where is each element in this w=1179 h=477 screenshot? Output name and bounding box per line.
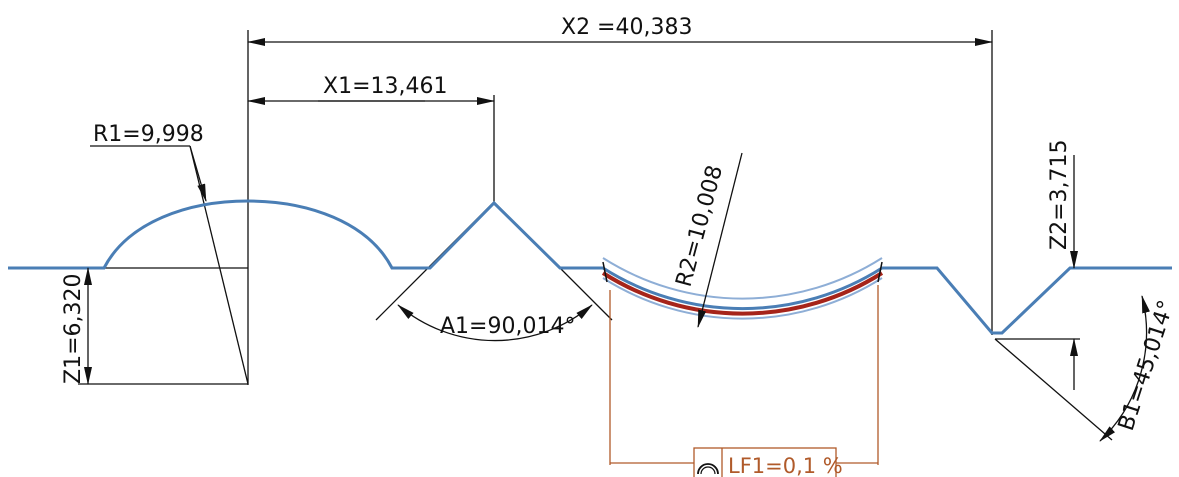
form-tolerance-bracket: [609, 285, 879, 465]
tolerance-band-inner: [602, 257, 883, 300]
extension-lines: [8, 30, 1113, 441]
z2-label: Z2=3,715: [1047, 140, 1072, 250]
r2-leader-line: [697, 152, 743, 328]
dimension-lines: [84, 38, 1151, 442]
tolerance-measured-arc: [601, 271, 884, 316]
x1-label: X1=13,461: [323, 74, 447, 99]
z1-label: Z1=6,320: [61, 274, 86, 384]
tolerance-band-left-end: [602, 261, 608, 283]
b1-angle-arc: [1099, 295, 1151, 442]
tolerance-band: [601, 257, 884, 320]
r1-arrow-line: [189, 145, 207, 202]
r1-center-line: [189, 145, 249, 385]
form-tolerance-callout: LF1=0,1 %: [693, 447, 843, 477]
b1-extension-line: [994, 338, 1113, 441]
tolerance-band-right-end: [877, 261, 883, 283]
r1-label: R1=9,998: [93, 122, 204, 147]
a1-label: A1=90,014°: [440, 314, 575, 339]
lf1-label: LF1=0,1 %: [728, 454, 843, 477]
r2-label: R2=10,008: [672, 163, 728, 290]
tolerance-band-outer: [602, 277, 883, 320]
a1-angle-arc: [397, 304, 593, 342]
profile-arc-icon: [697, 463, 719, 475]
profile-contour: [8, 199, 1172, 335]
x2-label: X2 =40,383: [561, 15, 692, 40]
